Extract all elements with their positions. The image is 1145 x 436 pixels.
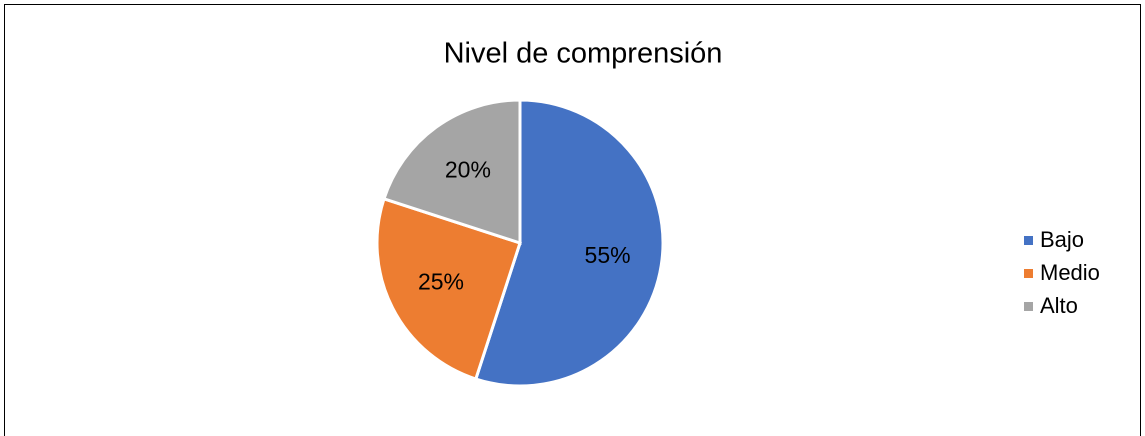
legend-swatch xyxy=(1024,236,1033,245)
pie-slice xyxy=(375,196,522,381)
pie-slice xyxy=(473,98,665,388)
chart-title: Nivel de comprensión xyxy=(444,38,723,70)
legend-label: Medio xyxy=(1040,260,1100,285)
data-label: 55% xyxy=(585,242,631,268)
chart-border xyxy=(4,4,1141,436)
legend-swatch xyxy=(1024,269,1033,278)
data-label: 20% xyxy=(445,156,491,182)
pie-slice xyxy=(382,98,522,246)
legend-swatch xyxy=(1024,302,1033,311)
data-label: 25% xyxy=(418,268,464,294)
legend-label: Alto xyxy=(1040,293,1078,318)
legend-label: Bajo xyxy=(1040,227,1084,252)
